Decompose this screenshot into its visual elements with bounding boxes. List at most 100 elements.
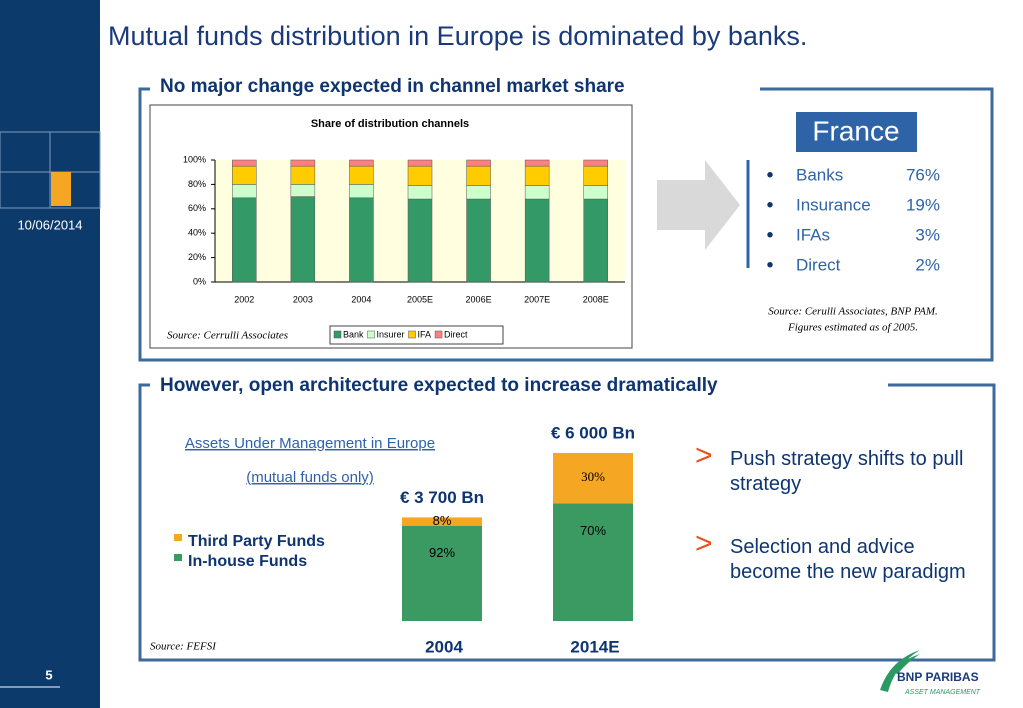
x-tick-label: 2003 (293, 294, 313, 304)
bar-segment (407, 165, 433, 186)
bullet-text: Push strategy shifts to pull strategy (730, 448, 964, 495)
total-label: € 3 700 Bn (400, 488, 484, 507)
y-tick-label: 40% (188, 228, 206, 238)
bullet-dot: • (766, 164, 773, 186)
item-label: Insurance (796, 195, 871, 214)
bar-segment (232, 159, 257, 167)
chart-title: Share of distribution channels (311, 118, 469, 130)
x-tick-label: 2004 (425, 637, 463, 656)
legend-swatch (174, 534, 182, 541)
value-label: 30% (581, 469, 605, 484)
legend-swatch (434, 330, 443, 339)
item-value: 19% (906, 195, 940, 214)
bar-segment (583, 159, 608, 167)
x-tick-label: 2004 (351, 294, 371, 304)
bar-segment (349, 197, 374, 283)
bar-segment (583, 198, 608, 283)
section-title: However, open architecture expected to i… (160, 375, 718, 396)
bar-segment (583, 185, 608, 200)
item-value: 2% (915, 255, 940, 274)
arrow (657, 160, 740, 250)
value-label: 70% (580, 523, 606, 538)
bar-segment (583, 165, 608, 186)
x-tick-label: 2008E (583, 294, 609, 304)
bar-segment (290, 159, 316, 167)
chart-subtitle: (mutual funds only) (246, 469, 374, 486)
x-tick-label: 2007E (524, 294, 550, 304)
legend (329, 325, 504, 345)
source: Figures estimated as of 2005. (787, 322, 918, 334)
logo-subtitle: ASSET MANAGEMENT (904, 689, 981, 696)
date: 10/06/2014 (17, 217, 82, 232)
item-value: 3% (915, 225, 940, 244)
legend-swatch (367, 330, 375, 339)
item-value: 76% (906, 165, 940, 184)
bar-segment (466, 165, 491, 186)
page-number: 5 (45, 667, 52, 682)
y-tick-label: 0% (193, 276, 206, 286)
legend-label: Third Party Funds (188, 533, 325, 550)
bar-segment (466, 185, 491, 200)
bar-segment (232, 184, 257, 199)
bullet-dot: • (766, 194, 773, 216)
source: Source: Cerrulli Associates (167, 330, 288, 342)
france-box (796, 112, 917, 152)
item-label: IFAs (796, 225, 830, 244)
bar-segment (407, 198, 433, 283)
bar-segment (524, 185, 550, 200)
bullet: > Push strategy shifts to pull strategy (695, 441, 975, 497)
legend-swatch (174, 554, 182, 561)
y-tick-label: 100% (183, 154, 206, 164)
frame-gap (150, 372, 888, 396)
bullet-text: Selection and advice become the new para… (730, 536, 966, 583)
bar-segment (232, 165, 257, 185)
sidebar-grid (0, 131, 101, 209)
item-label: Direct (796, 255, 841, 274)
source: Source: FEFSI (150, 641, 217, 653)
legend-label: Insurer (377, 329, 405, 339)
section-title: No major change expected in channel mark… (160, 76, 625, 97)
bar-segment (466, 159, 491, 167)
legend-label: Bank (343, 329, 364, 339)
logo: BNP PARIBAS ASSET MANAGEMENT (880, 650, 981, 696)
frame-gap (150, 76, 760, 98)
bar-segment (402, 517, 482, 526)
source: Source: Cerulli Associates, BNP PAM. (768, 306, 937, 318)
bar-segment (232, 197, 257, 283)
x-tick-label: 2006E (466, 294, 492, 304)
bullet-dot: • (766, 224, 773, 246)
bar-segment (290, 165, 316, 185)
sidebar-accent (51, 172, 71, 206)
bar-segment (524, 165, 550, 186)
legend-swatch (333, 330, 342, 339)
sidebar (0, 0, 100, 708)
item-label: Banks (796, 165, 843, 184)
bar-segment (553, 453, 633, 504)
legend-label: In-house Funds (188, 553, 307, 570)
bullet-dot: • (766, 254, 773, 276)
bar-segment (407, 159, 433, 167)
bar-segment (466, 198, 491, 283)
y-tick-label: 80% (188, 179, 206, 189)
bar-segment (349, 184, 374, 199)
y-tick-label: 20% (188, 252, 206, 262)
x-tick-label: 2005E (407, 294, 433, 304)
bar-segment (290, 196, 316, 283)
bar-segment (524, 159, 550, 167)
bar-segment (290, 184, 316, 197)
france-title: France (812, 115, 899, 146)
logo-name: BNP PARIBAS (897, 670, 979, 684)
x-tick-label: 2014E (570, 637, 619, 656)
chart-title: Assets Under Management in Europe (185, 435, 435, 452)
legend-label: IFA (418, 329, 432, 339)
value-label: 92% (429, 545, 455, 560)
bar-segment (553, 503, 633, 621)
bar-segment (407, 185, 433, 200)
total-label: € 6 000 Bn (551, 423, 635, 442)
value-label: 8% (433, 513, 452, 528)
x-tick-label: 2002 (234, 294, 254, 304)
y-tick-label: 60% (188, 203, 206, 213)
slide-title: Mutual funds distribution in Europe is d… (108, 21, 807, 51)
